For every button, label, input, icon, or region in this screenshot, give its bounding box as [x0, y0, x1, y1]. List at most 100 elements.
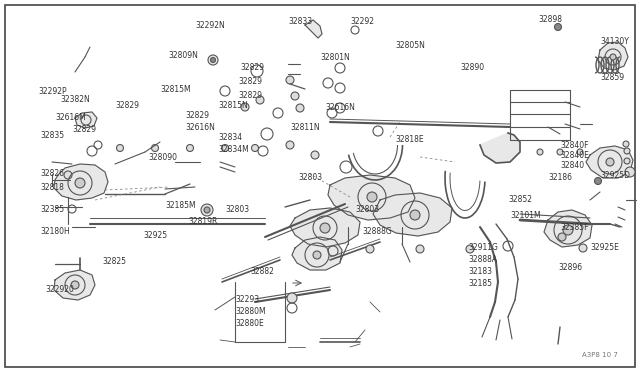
Polygon shape: [586, 146, 633, 178]
Text: 32185: 32185: [468, 279, 492, 289]
Text: 32803: 32803: [225, 205, 249, 215]
Circle shape: [313, 251, 321, 259]
Circle shape: [221, 144, 228, 151]
Circle shape: [286, 141, 294, 149]
Circle shape: [186, 144, 193, 151]
Text: 32382N: 32382N: [60, 96, 90, 105]
Text: 32925: 32925: [143, 231, 167, 240]
Text: 32896: 32896: [558, 263, 582, 273]
Text: 32616M: 32616M: [55, 113, 86, 122]
Text: 32880E: 32880E: [235, 320, 264, 328]
Circle shape: [208, 55, 218, 65]
Circle shape: [204, 207, 210, 213]
Circle shape: [296, 104, 304, 112]
Text: 32829: 32829: [185, 110, 209, 119]
Text: 32803: 32803: [355, 205, 379, 215]
Circle shape: [557, 149, 563, 155]
Text: 32183: 32183: [468, 267, 492, 276]
Text: 32840E: 32840E: [560, 151, 589, 160]
Circle shape: [211, 58, 216, 62]
Circle shape: [241, 103, 249, 111]
Circle shape: [366, 245, 374, 253]
Circle shape: [64, 171, 72, 179]
Polygon shape: [54, 164, 108, 200]
Circle shape: [606, 158, 614, 166]
Text: 32801N: 32801N: [320, 54, 349, 62]
Circle shape: [75, 178, 85, 188]
Text: 32925E: 32925E: [590, 244, 619, 253]
Polygon shape: [54, 270, 95, 300]
Text: 32809N: 32809N: [168, 51, 198, 60]
Circle shape: [624, 148, 630, 154]
Circle shape: [577, 149, 583, 155]
Text: 32803: 32803: [298, 173, 322, 183]
Text: 32898: 32898: [538, 16, 562, 25]
Circle shape: [610, 54, 616, 60]
Circle shape: [537, 149, 543, 155]
Text: 32859: 32859: [600, 74, 624, 83]
Circle shape: [416, 245, 424, 253]
Polygon shape: [373, 193, 452, 236]
Text: 32834: 32834: [218, 134, 242, 142]
Text: 34130Y: 34130Y: [600, 38, 629, 46]
Text: 32186: 32186: [548, 173, 572, 183]
Circle shape: [291, 92, 299, 100]
Text: 32815N: 32815N: [218, 100, 248, 109]
Circle shape: [286, 76, 294, 84]
Circle shape: [367, 192, 377, 202]
Text: 32819R: 32819R: [188, 218, 218, 227]
Text: 32925D: 32925D: [600, 170, 630, 180]
Text: A3P8 10 7: A3P8 10 7: [582, 352, 618, 358]
Text: 322920: 322920: [45, 285, 74, 295]
Polygon shape: [290, 208, 360, 247]
Text: 32829: 32829: [238, 77, 262, 87]
Text: 32888A: 32888A: [468, 256, 497, 264]
Text: 32185M: 32185M: [165, 201, 196, 209]
Polygon shape: [598, 42, 628, 70]
Circle shape: [624, 158, 630, 164]
Circle shape: [152, 144, 159, 151]
Text: 32826: 32826: [40, 169, 64, 177]
Circle shape: [256, 96, 264, 104]
Text: 32811N: 32811N: [290, 124, 319, 132]
Circle shape: [311, 151, 319, 159]
Circle shape: [625, 167, 635, 177]
Polygon shape: [480, 133, 520, 163]
Polygon shape: [328, 175, 415, 220]
Text: 32829: 32829: [240, 64, 264, 73]
Text: 32293: 32293: [235, 295, 259, 305]
Text: 32292: 32292: [350, 17, 374, 26]
Circle shape: [466, 245, 474, 253]
Circle shape: [563, 225, 573, 235]
Circle shape: [116, 144, 124, 151]
Polygon shape: [544, 210, 592, 247]
Text: 32180H: 32180H: [40, 228, 70, 237]
Polygon shape: [75, 112, 97, 128]
Text: 32840: 32840: [560, 160, 584, 170]
Text: 32292P: 32292P: [38, 87, 67, 96]
Text: 32880M: 32880M: [235, 308, 266, 317]
Circle shape: [558, 233, 566, 241]
Text: 32292N: 32292N: [195, 20, 225, 29]
Text: 32829: 32829: [238, 90, 262, 99]
Circle shape: [320, 223, 330, 233]
Text: 32834M: 32834M: [218, 145, 249, 154]
Polygon shape: [292, 237, 342, 270]
Polygon shape: [305, 20, 322, 38]
Text: 32852: 32852: [508, 196, 532, 205]
Text: 32840F: 32840F: [560, 141, 589, 150]
Text: 32616N: 32616N: [325, 103, 355, 112]
Text: 32829: 32829: [115, 100, 139, 109]
Text: 32833: 32833: [288, 17, 312, 26]
Circle shape: [252, 144, 259, 151]
Text: 32911G: 32911G: [468, 244, 498, 253]
Text: 32825: 32825: [102, 257, 126, 266]
Text: 32882: 32882: [250, 267, 274, 276]
Text: 328090: 328090: [148, 154, 177, 163]
Circle shape: [623, 141, 629, 147]
Circle shape: [287, 293, 297, 303]
Text: 32385: 32385: [40, 205, 64, 215]
Circle shape: [579, 244, 587, 252]
Text: 32888G: 32888G: [362, 228, 392, 237]
Text: 32385F: 32385F: [560, 224, 589, 232]
